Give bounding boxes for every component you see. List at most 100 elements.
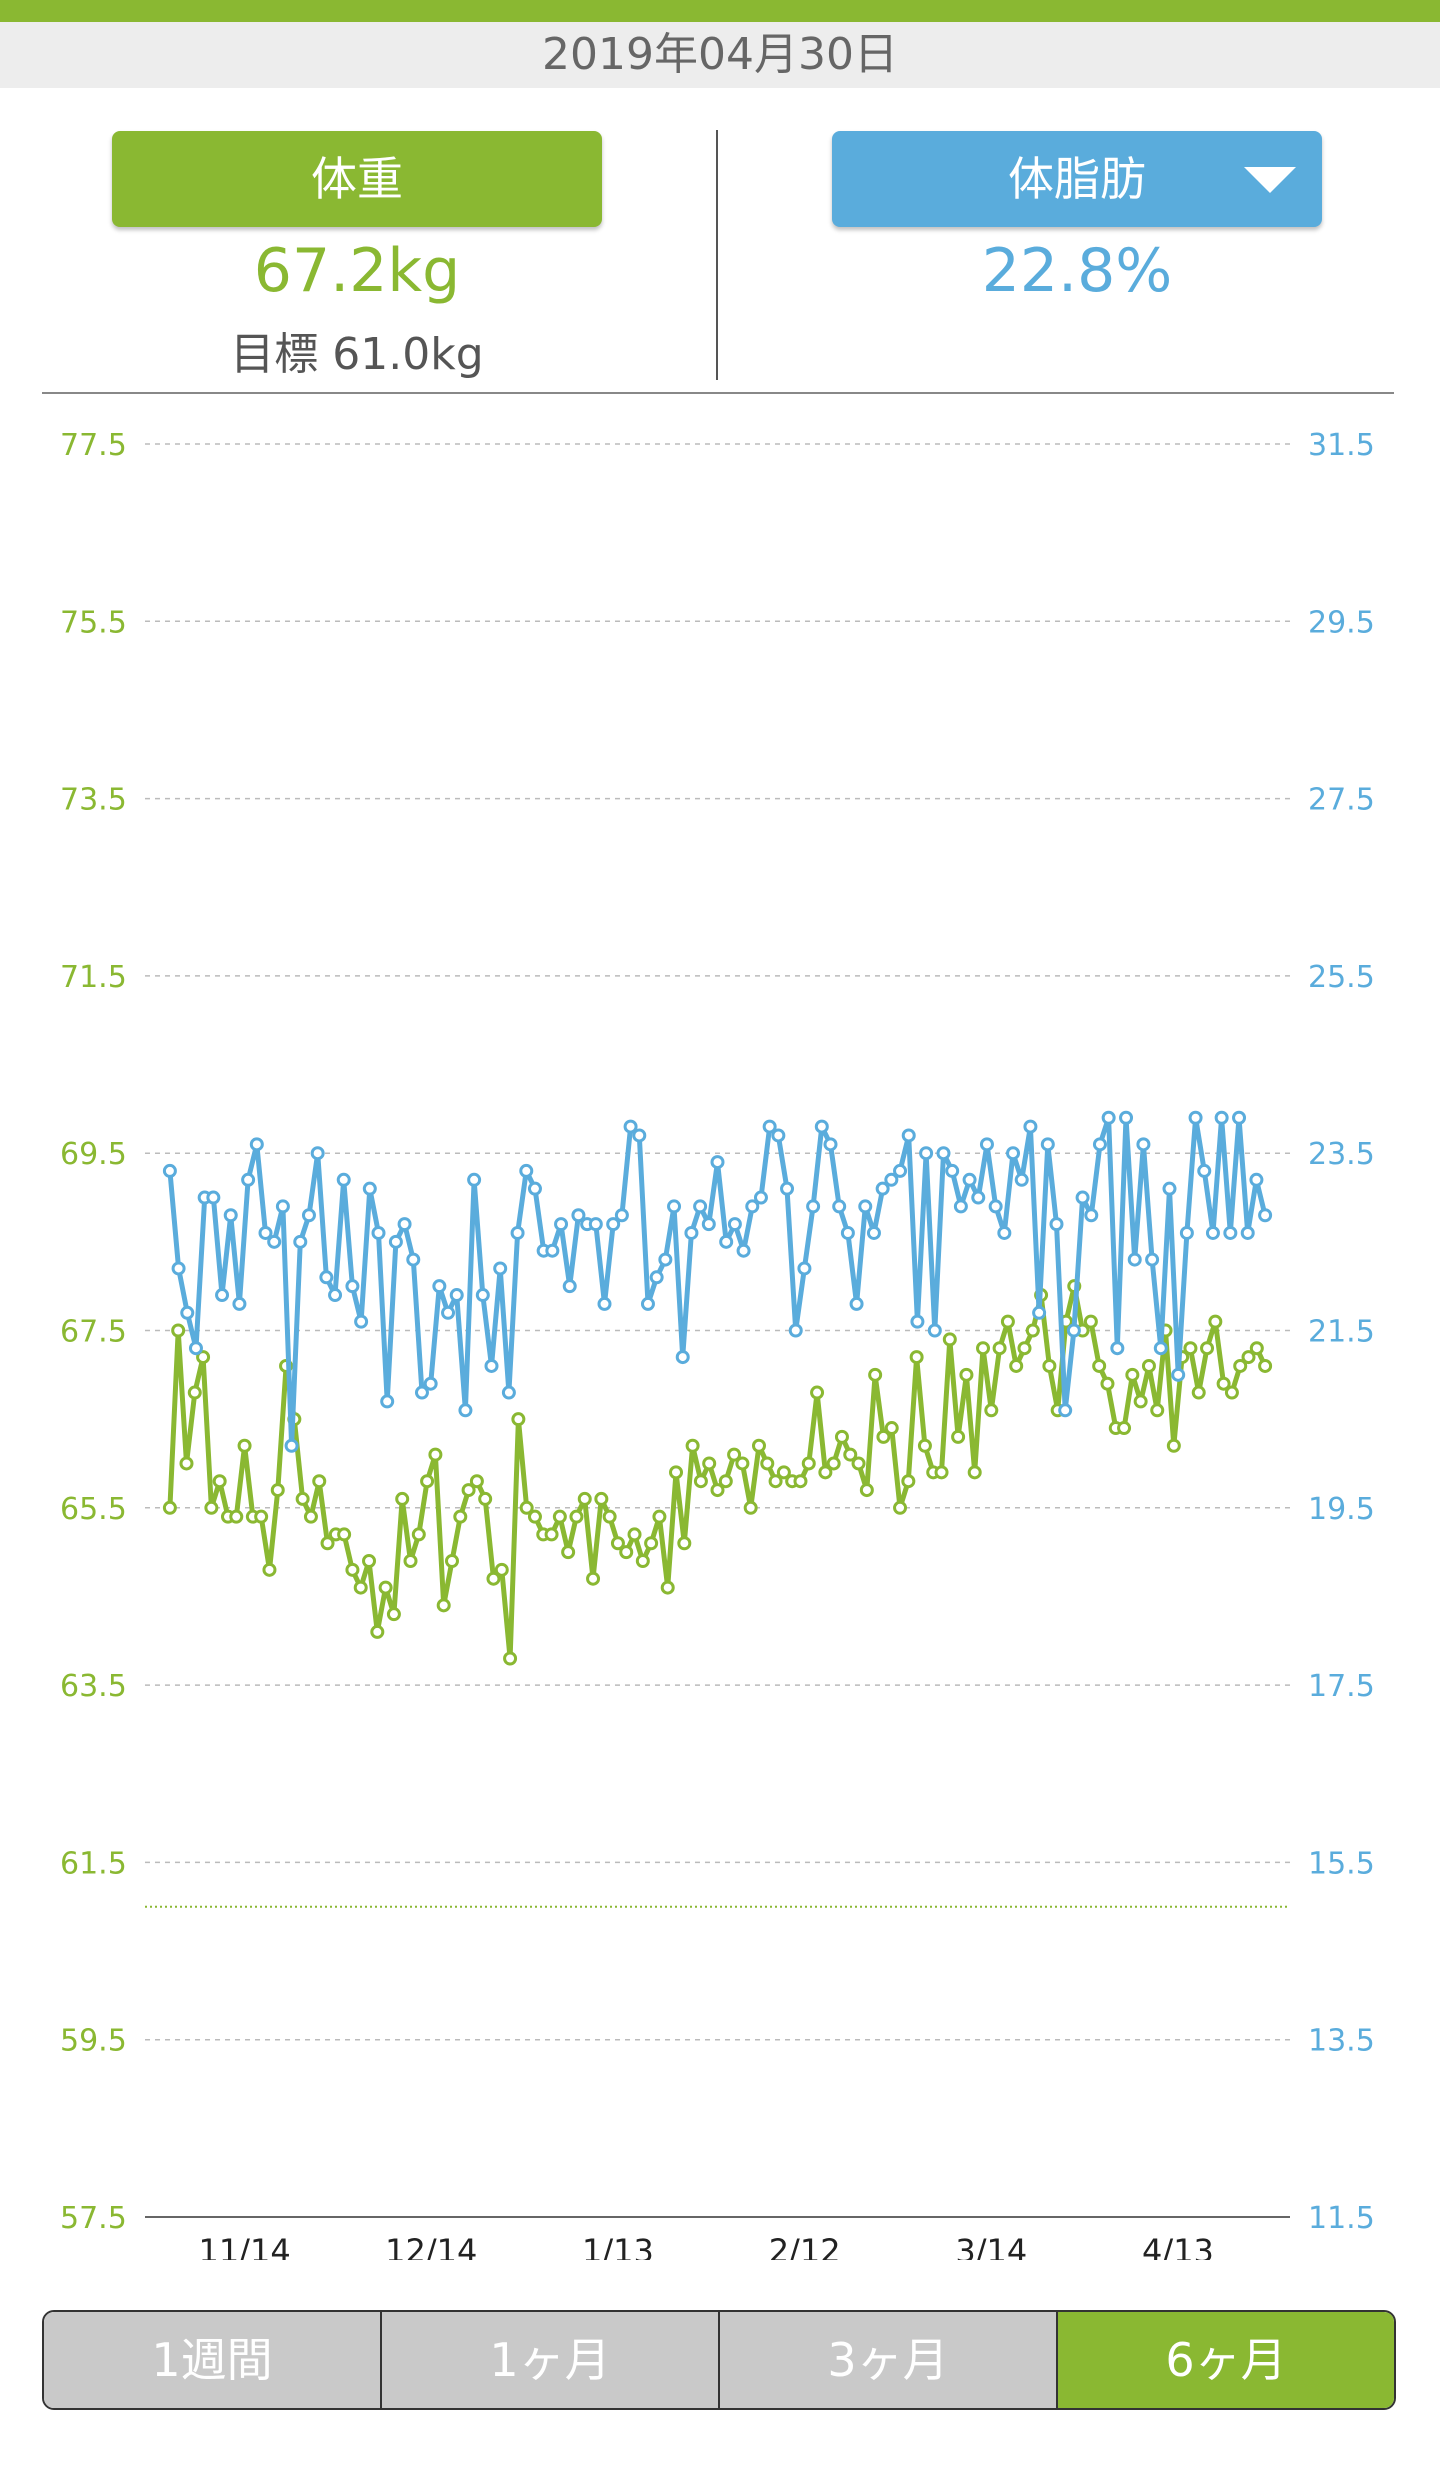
weight-point	[1025, 1323, 1040, 1338]
body-fat-point	[571, 1208, 586, 1223]
tab-3-months[interactable]: 3ヶ月	[720, 2312, 1058, 2408]
body-fat-point	[701, 1217, 716, 1232]
weight-point	[561, 1545, 576, 1560]
body-fat-point	[962, 1172, 977, 1187]
weight-point	[976, 1341, 991, 1356]
body-fat-point	[780, 1181, 795, 1196]
weight-point	[594, 1491, 609, 1506]
weight-point	[760, 1456, 775, 1471]
body-fat-point	[267, 1234, 282, 1249]
weight-point	[718, 1474, 733, 1489]
weight-point	[909, 1350, 924, 1365]
weight-point	[478, 1491, 493, 1506]
y-left-tick-label: 57.5	[60, 2201, 127, 2236]
body-fat-point	[449, 1288, 464, 1303]
weight-point	[395, 1491, 410, 1506]
body-fat-point	[397, 1217, 412, 1232]
weight-point	[660, 1580, 675, 1595]
body-fat-dropdown[interactable]: 体脂肪	[832, 131, 1322, 227]
weight-point	[942, 1332, 957, 1347]
weight-point	[876, 1429, 891, 1444]
weight-point	[337, 1527, 352, 1542]
body-fat-point	[866, 1225, 881, 1240]
weight-value: 67.2kg	[253, 236, 461, 306]
y-right-tick-label: 23.5	[1308, 1137, 1375, 1172]
body-fat-point	[1162, 1181, 1177, 1196]
body-fat-point	[1049, 1217, 1064, 1232]
body-fat-point	[640, 1296, 655, 1311]
date-header: 2019年04月30日	[0, 22, 1440, 88]
body-fat-point	[545, 1243, 560, 1258]
body-fat-point	[979, 1137, 994, 1152]
weight-point	[1216, 1376, 1231, 1391]
body-fat-point	[458, 1403, 473, 1418]
body-fat-point	[927, 1323, 942, 1338]
tab-6-months[interactable]: 6ヶ月	[1058, 2312, 1394, 2408]
body-fat-point	[736, 1243, 751, 1258]
body-fat-point	[745, 1199, 760, 1214]
body-fat-point	[823, 1137, 838, 1152]
body-fat-point	[719, 1234, 734, 1249]
body-fat-point	[988, 1199, 1003, 1214]
body-fat-point	[1232, 1110, 1247, 1125]
x-tick-label: 11/14	[198, 2232, 290, 2260]
body-fat-point	[249, 1137, 264, 1152]
y-right-tick-label: 29.5	[1308, 605, 1375, 640]
body-fat-point	[1066, 1323, 1081, 1338]
weight-point	[951, 1429, 966, 1444]
weight-point	[486, 1571, 501, 1586]
y-right-tick-label: 25.5	[1308, 960, 1375, 995]
weight-point	[610, 1536, 625, 1551]
weight-point	[627, 1527, 642, 1542]
body-fat-point	[258, 1225, 273, 1240]
body-fat-point	[354, 1314, 369, 1329]
body-fat-point	[614, 1208, 629, 1223]
body-fat-point	[467, 1172, 482, 1187]
tab-1-week[interactable]: 1週間	[44, 2312, 382, 2408]
weight-point	[1125, 1367, 1140, 1382]
body-fat-point	[597, 1296, 612, 1311]
weight-point	[295, 1491, 310, 1506]
y-left-tick-label: 73.5	[60, 783, 127, 818]
body-fat-point	[484, 1358, 499, 1373]
weight-point	[461, 1483, 476, 1498]
weight-point	[1233, 1358, 1248, 1373]
weight-point	[586, 1571, 601, 1586]
body-fat-point	[1153, 1341, 1168, 1356]
body-fat-point	[1084, 1208, 1099, 1223]
body-fat-point	[753, 1190, 768, 1205]
weight-point	[1200, 1341, 1215, 1356]
body-fat-point	[562, 1279, 577, 1294]
weight-point	[254, 1509, 269, 1524]
y-left-tick-label: 61.5	[60, 1846, 127, 1881]
body-fat-point	[345, 1279, 360, 1294]
body-fat-point	[414, 1385, 429, 1400]
weight-button[interactable]: 体重	[112, 131, 602, 227]
weight-point	[179, 1456, 194, 1471]
weight-point	[751, 1438, 766, 1453]
body-fat-point	[762, 1119, 777, 1134]
body-fat-point	[849, 1296, 864, 1311]
weight-point	[577, 1491, 592, 1506]
body-fat-point	[1197, 1163, 1212, 1178]
body-fat-point	[388, 1234, 403, 1249]
body-fat-point	[1040, 1137, 1055, 1152]
body-fat-point	[1249, 1172, 1264, 1187]
body-fat-value: 22.8%	[981, 236, 1173, 306]
body-fat-point	[727, 1217, 742, 1232]
body-fat-point	[519, 1163, 534, 1178]
weight-point	[702, 1456, 717, 1471]
weight-point	[776, 1465, 791, 1480]
weight-point	[370, 1624, 385, 1639]
weight-point	[959, 1367, 974, 1382]
weight-point	[237, 1438, 252, 1453]
body-fat-point	[510, 1225, 525, 1240]
weight-point	[320, 1536, 335, 1551]
body-fat-point	[840, 1225, 855, 1240]
weight-point	[768, 1474, 783, 1489]
tab-1-month[interactable]: 1ヶ月	[382, 2312, 720, 2408]
body-fat-point	[206, 1190, 221, 1205]
vertical-divider	[716, 130, 718, 380]
weight-point	[1009, 1358, 1024, 1373]
weight-point	[503, 1651, 518, 1666]
